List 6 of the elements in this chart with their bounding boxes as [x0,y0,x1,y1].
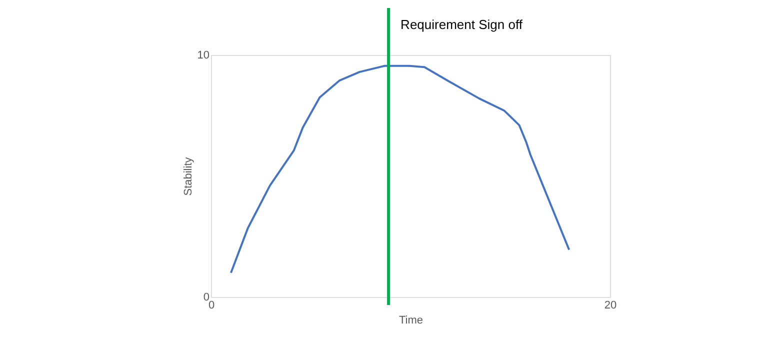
y-tick-label: 10 [197,50,210,62]
x-tick-label: 20 [604,300,617,312]
ref-line-label: Requirement Sign off [400,17,523,32]
y-axis-title: Stability [182,156,194,196]
line-series [230,64,570,274]
x-axis-title: Time [398,314,424,326]
